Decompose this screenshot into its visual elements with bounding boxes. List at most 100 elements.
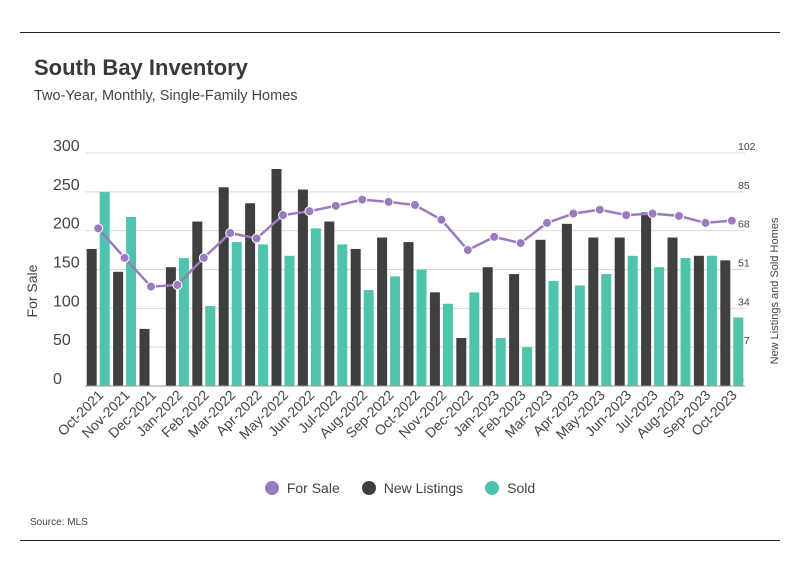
y-tick-label: 250 bbox=[53, 177, 80, 194]
bar-sold bbox=[548, 280, 559, 386]
y-tick-label: 200 bbox=[53, 216, 80, 233]
bar-sold bbox=[99, 191, 110, 386]
bar-sold bbox=[574, 285, 585, 386]
bar-sold bbox=[706, 255, 717, 386]
y2-tick-label: 51 bbox=[738, 258, 750, 270]
bottom-rule bbox=[20, 540, 780, 541]
bar-new-listings bbox=[165, 267, 176, 386]
chart-title: South Bay Inventory bbox=[34, 55, 248, 80]
bar-new-listings bbox=[667, 237, 678, 386]
bar-sold bbox=[258, 244, 269, 386]
bar-sold bbox=[178, 258, 189, 386]
legend: For Sale New Listings Sold bbox=[0, 480, 800, 496]
point-for-sale bbox=[93, 223, 104, 234]
bar-sold bbox=[522, 347, 533, 386]
bar-new-listings bbox=[218, 187, 229, 386]
bar-sold bbox=[680, 258, 691, 386]
bar-new-listings bbox=[324, 221, 335, 386]
point-for-sale bbox=[119, 252, 130, 263]
y2-tick-label: 34 bbox=[738, 296, 750, 308]
bar-sold bbox=[601, 274, 612, 386]
legend-swatch-sold bbox=[485, 481, 500, 495]
y-tick-label: 300 bbox=[53, 138, 80, 155]
legend-label-new-listings: New Listings bbox=[383, 480, 464, 496]
legend-item-new-listings: New Listings bbox=[361, 480, 464, 496]
point-for-sale bbox=[330, 200, 341, 211]
point-for-sale bbox=[594, 204, 605, 215]
point-for-sale bbox=[198, 252, 209, 263]
y-axis-title: For Sale bbox=[24, 264, 40, 317]
bar-new-listings bbox=[86, 248, 97, 386]
bar-new-listings bbox=[509, 274, 520, 386]
y-tick-label: 150 bbox=[53, 255, 80, 272]
point-for-sale bbox=[462, 245, 473, 256]
point-for-sale bbox=[278, 210, 288, 221]
legend-item-for-sale: For Sale bbox=[264, 480, 340, 496]
bar-sold bbox=[627, 255, 638, 386]
bar-new-listings bbox=[561, 223, 572, 386]
bar-new-listings bbox=[113, 271, 124, 386]
bar-new-listings bbox=[456, 338, 467, 386]
bar-sold bbox=[337, 244, 348, 386]
bar-new-listings bbox=[535, 239, 546, 386]
bar-new-listings bbox=[192, 221, 203, 386]
legend-swatch-new-listings bbox=[361, 481, 376, 495]
point-for-sale bbox=[542, 217, 552, 228]
bar-new-listings bbox=[482, 267, 493, 386]
y2-tick-label: 85 bbox=[738, 180, 750, 192]
chart-subtitle: Two-Year, Monthly, Single-Family Homes bbox=[34, 88, 298, 104]
bar-sold bbox=[442, 303, 453, 386]
bar-sold bbox=[469, 292, 480, 386]
point-for-sale bbox=[647, 208, 658, 219]
bar-new-listings bbox=[377, 237, 388, 386]
bar-sold bbox=[416, 269, 427, 386]
bar-new-listings bbox=[245, 203, 256, 386]
bar-sold bbox=[390, 276, 401, 386]
bar-new-listings bbox=[297, 189, 308, 386]
point-for-sale bbox=[410, 200, 420, 211]
bar-sold bbox=[495, 338, 506, 386]
point-for-sale bbox=[383, 196, 394, 207]
bar-sold bbox=[231, 242, 242, 386]
y-tick-label: 100 bbox=[53, 293, 80, 310]
y-tick-label: 50 bbox=[53, 332, 71, 349]
point-for-sale bbox=[251, 233, 262, 244]
point-for-sale bbox=[172, 280, 183, 291]
legend-item-sold: Sold bbox=[485, 480, 535, 496]
point-for-sale bbox=[700, 217, 711, 228]
point-for-sale bbox=[304, 206, 315, 217]
bar-new-listings bbox=[720, 260, 731, 386]
bar-new-listings bbox=[139, 328, 150, 386]
point-for-sale bbox=[489, 231, 500, 242]
legend-label-for-sale: For Sale bbox=[286, 480, 340, 496]
bar-new-listings bbox=[641, 212, 652, 386]
bar-new-listings bbox=[429, 292, 440, 386]
bar-sold bbox=[205, 306, 216, 386]
point-for-sale bbox=[225, 227, 236, 238]
bar-new-listings bbox=[271, 168, 282, 386]
legend-swatch-for-sale bbox=[264, 481, 279, 495]
bar-new-listings bbox=[403, 242, 414, 386]
y2-tick-label: 68 bbox=[738, 219, 750, 231]
bar-sold bbox=[733, 317, 744, 386]
bar-sold bbox=[284, 255, 295, 386]
top-rule bbox=[20, 32, 780, 33]
point-for-sale bbox=[621, 210, 632, 221]
y-tick-label: 0 bbox=[53, 371, 62, 388]
bar-new-listings bbox=[588, 237, 599, 386]
point-for-sale bbox=[436, 214, 447, 225]
point-for-sale bbox=[568, 208, 579, 219]
y2-tick-label: 17 bbox=[738, 335, 750, 347]
point-for-sale bbox=[674, 210, 684, 221]
bar-sold bbox=[654, 267, 665, 386]
bar-sold bbox=[126, 216, 137, 386]
source-note: Source: MLS bbox=[30, 517, 88, 528]
legend-label-sold: Sold bbox=[507, 480, 536, 496]
point-for-sale bbox=[726, 215, 737, 226]
bar-new-listings bbox=[614, 237, 625, 386]
point-for-sale bbox=[357, 194, 368, 205]
y2-tick-label: 102 bbox=[738, 141, 756, 153]
point-for-sale bbox=[146, 281, 156, 292]
y2-axis-title: New Listings and Sold Homes bbox=[769, 217, 781, 364]
